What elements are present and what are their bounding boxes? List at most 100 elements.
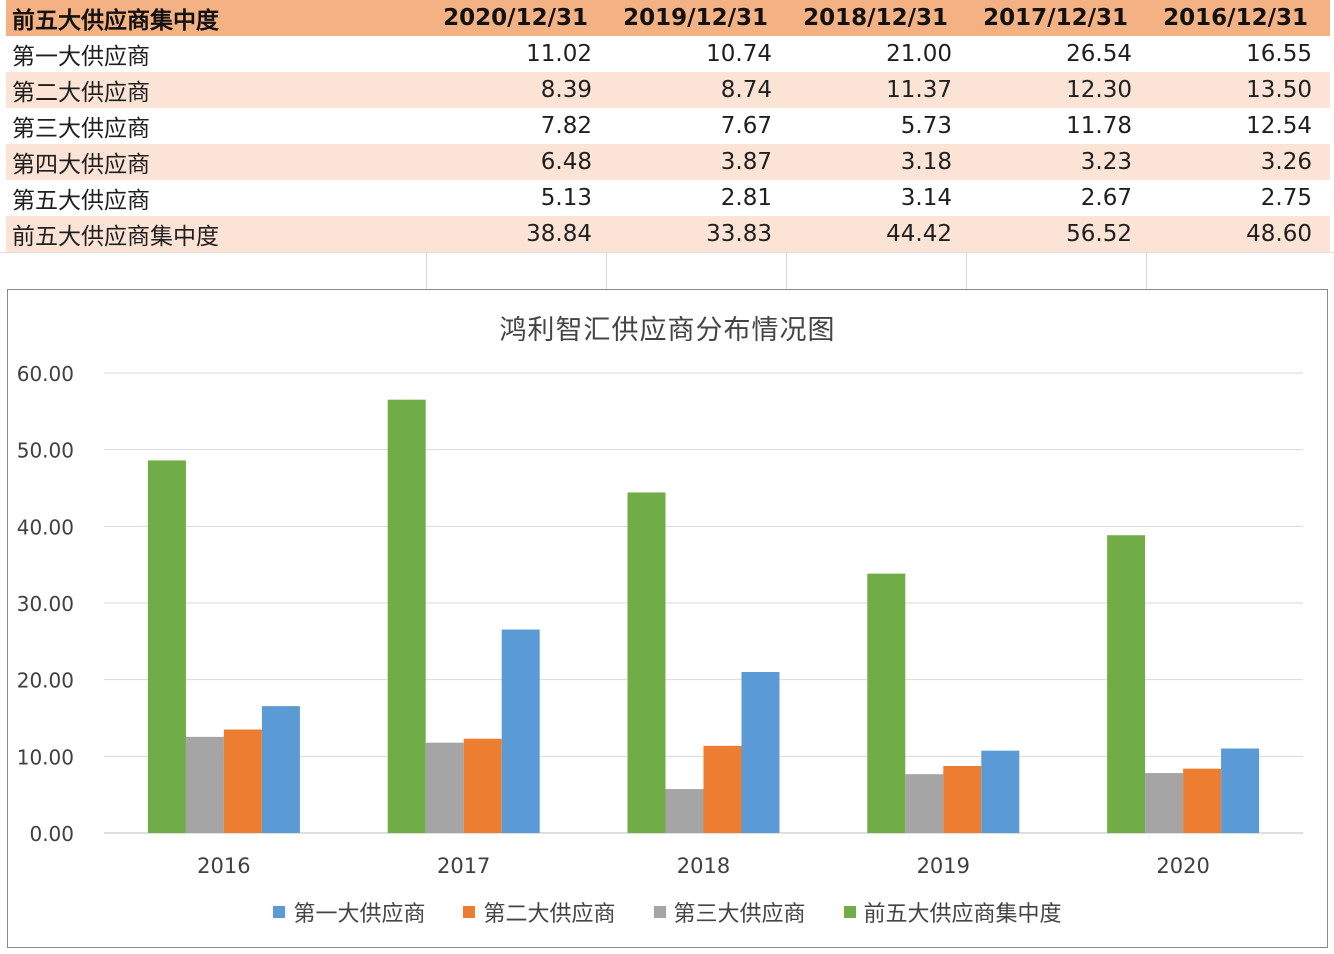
table-cell[interactable]: 3.26 (1260, 149, 1312, 175)
table-cell[interactable]: 38.84 (526, 221, 592, 247)
table-cell[interactable]: 11.02 (526, 41, 592, 67)
table-cell[interactable]: 5.73 (900, 113, 952, 139)
sheet-gridline (606, 252, 607, 290)
table-header-row: 前五大供应商集中度 2020/12/31 2019/12/31 2018/12/31 2… (6, 0, 1330, 36)
header-date[interactable]: 2016/12/31 (1163, 5, 1308, 31)
chart-title: 鸿利智汇供应商分布情况图 (499, 315, 836, 346)
y-tick-label: 10.00 (17, 745, 74, 769)
bar-0-3 (261, 706, 300, 833)
table-cell[interactable]: 21.00 (886, 41, 952, 67)
legend-item[interactable]: 第二大供应商 (463, 896, 616, 928)
legend-item[interactable]: 第三大供应商 (653, 896, 806, 928)
table-cell[interactable]: 3.18 (900, 149, 952, 175)
table-cell[interactable]: 3.23 (1080, 149, 1132, 175)
table-cell[interactable]: 7.82 (540, 113, 592, 139)
x-tick-label: 2016 (197, 854, 250, 878)
bar-2-3 (741, 672, 780, 833)
y-tick-label: 20.00 (17, 669, 74, 693)
bar-4-0 (1107, 535, 1146, 833)
x-tick-label: 2017 (437, 854, 490, 878)
table-cell[interactable]: 11.78 (1066, 113, 1132, 139)
sheet-gridline (1146, 252, 1147, 290)
table-row: 前五大供应商集中度 38.84 33.83 44.42 56.52 48.60 (6, 216, 1330, 252)
legend-swatch (273, 906, 286, 918)
header-date[interactable]: 2018/12/31 (803, 5, 948, 31)
sheet-gridline (786, 252, 787, 290)
table-cell[interactable]: 8.74 (720, 77, 772, 103)
x-tick-label: 2019 (917, 854, 970, 878)
bar-2-0 (627, 492, 666, 833)
legend-label: 前五大供应商集中度 (863, 902, 1062, 927)
bar-3-3 (981, 750, 1020, 833)
sheet-gridline (0, 252, 1334, 253)
table-cell[interactable]: 11.37 (886, 77, 952, 103)
row-label[interactable]: 第三大供应商 (12, 116, 150, 142)
bar-1-3 (501, 629, 540, 833)
bar-3-1 (905, 774, 944, 833)
table-cell[interactable]: 56.52 (1066, 221, 1132, 247)
table-cell[interactable]: 12.54 (1246, 113, 1312, 139)
sheet-gridline (426, 252, 427, 290)
header-label[interactable]: 前五大供应商集中度 (12, 8, 219, 34)
spreadsheet-table: 前五大供应商集中度 2020/12/31 2019/12/31 2018/12/31 2… (0, 0, 1334, 290)
row-label[interactable]: 第二大供应商 (12, 80, 150, 106)
bar-0-0 (147, 460, 186, 833)
table-cell[interactable]: 12.30 (1066, 77, 1132, 103)
table-row: 第五大供应商 5.13 2.81 3.14 2.67 2.75 (6, 180, 1330, 216)
row-label[interactable]: 第一大供应商 (12, 44, 150, 70)
bar-4-1 (1145, 773, 1184, 833)
table-cell[interactable]: 33.83 (706, 221, 772, 247)
table-cell[interactable]: 3.87 (720, 149, 772, 175)
table-cell[interactable]: 2.67 (1080, 185, 1132, 211)
table-cell[interactable]: 2.75 (1260, 185, 1312, 211)
table-cell[interactable]: 26.54 (1066, 41, 1132, 67)
legend-item[interactable]: 前五大供应商集中度 (843, 896, 1062, 928)
bar-1-2 (463, 738, 502, 833)
row-label[interactable]: 前五大供应商集中度 (12, 224, 219, 250)
header-date[interactable]: 2019/12/31 (623, 5, 768, 31)
legend-label: 第一大供应商 (293, 902, 426, 927)
bar-0-1 (185, 736, 224, 833)
sheet-gridline (966, 252, 967, 290)
table-cell[interactable]: 5.13 (540, 185, 592, 211)
y-tick-label: 30.00 (17, 592, 74, 616)
bar-4-3 (1221, 748, 1260, 833)
x-tick-label: 2018 (677, 854, 730, 878)
table-cell[interactable]: 13.50 (1246, 77, 1312, 103)
bar-2-1 (665, 789, 704, 833)
legend-swatch (653, 906, 666, 918)
bar-2-2 (703, 745, 742, 833)
legend-label: 第二大供应商 (483, 902, 616, 927)
table-cell[interactable]: 44.42 (886, 221, 952, 247)
bar-0-2 (223, 729, 262, 833)
table-row: 第二大供应商 8.39 8.74 11.37 12.30 13.50 (6, 72, 1330, 108)
bar-chart-plot: 0.00 10.00 20.00 30.00 40.00 50.00 60.00 2016 20… (17, 362, 1303, 878)
table-cell[interactable]: 10.74 (706, 41, 772, 67)
table-cell[interactable]: 8.39 (540, 77, 592, 103)
table-cell[interactable]: 2.81 (720, 185, 772, 211)
legend-label: 第三大供应商 (673, 902, 806, 927)
table-cell[interactable]: 7.67 (720, 113, 772, 139)
bar-1-1 (425, 742, 464, 833)
table-cell[interactable]: 48.60 (1246, 221, 1312, 247)
table-row: 第一大供应商 11.02 10.74 21.00 26.54 16.55 (6, 36, 1330, 72)
table-cell[interactable]: 6.48 (540, 149, 592, 175)
y-tick-label: 50.00 (17, 439, 74, 463)
table-cell[interactable]: 16.55 (1246, 41, 1312, 67)
chart-container[interactable]: 鸿利智汇供应商分布情况图 0.00 10.00 20.00 30.00 40.00 50.… (7, 289, 1328, 948)
y-tick-label: 40.00 (17, 515, 74, 539)
row-label[interactable]: 第四大供应商 (12, 152, 150, 178)
chart-legend: 第一大供应商 第二大供应商 第三大供应商 前五大供应商集中度 (8, 896, 1327, 928)
row-label[interactable]: 第五大供应商 (12, 188, 150, 214)
legend-item[interactable]: 第一大供应商 (273, 896, 425, 928)
bar-3-2 (943, 765, 982, 833)
header-date[interactable]: 2017/12/31 (983, 5, 1128, 31)
y-tick-label: 60.00 (17, 362, 74, 386)
table-row: 第三大供应商 7.82 7.67 5.73 11.78 12.54 (6, 108, 1330, 144)
table-cell[interactable]: 3.14 (900, 185, 952, 211)
bar-3-0 (867, 573, 906, 833)
legend-swatch (843, 906, 856, 918)
bar-4-2 (1183, 768, 1222, 833)
header-date[interactable]: 2020/12/31 (443, 5, 588, 31)
table-row: 第四大供应商 6.48 3.87 3.18 3.23 3.26 (6, 144, 1330, 180)
